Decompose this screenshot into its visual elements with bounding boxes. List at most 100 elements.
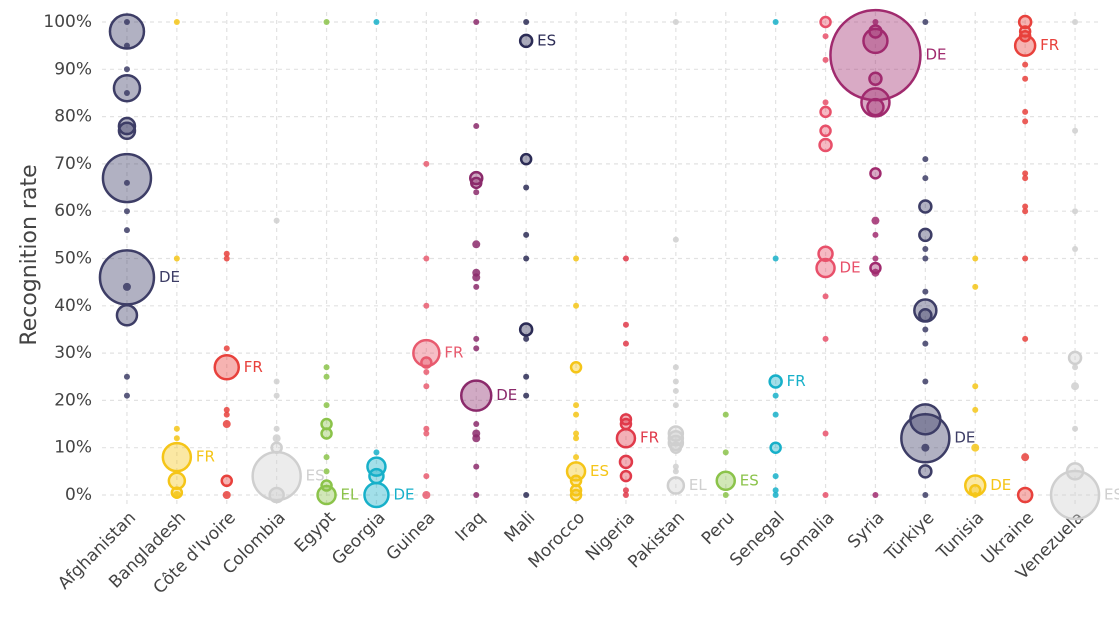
series-group xyxy=(964,255,987,498)
bubble xyxy=(972,492,979,498)
bubble xyxy=(669,441,683,454)
bubble xyxy=(1017,14,1033,30)
bubble xyxy=(123,179,130,186)
bubble xyxy=(1067,350,1083,366)
bubble xyxy=(523,255,530,262)
bubble xyxy=(472,273,481,282)
bubble xyxy=(473,19,480,25)
bubble xyxy=(818,137,833,153)
bubble xyxy=(922,340,929,347)
bubble xyxy=(772,255,779,262)
series-group xyxy=(213,250,240,499)
bubble xyxy=(921,443,930,452)
bubble xyxy=(972,283,979,290)
bubble xyxy=(123,89,130,96)
bubble xyxy=(117,116,137,136)
bubble xyxy=(473,189,480,196)
bubble xyxy=(223,411,230,418)
bubble xyxy=(470,176,483,190)
bubble xyxy=(622,255,629,262)
bubble xyxy=(523,19,530,25)
bubble xyxy=(423,160,430,167)
point-label: FR xyxy=(196,448,215,466)
bubble xyxy=(1021,453,1030,462)
bubble xyxy=(1022,208,1029,215)
point-label: DE xyxy=(990,476,1011,494)
bubble xyxy=(569,361,583,374)
y-tick-label: 90% xyxy=(54,59,92,79)
bubble xyxy=(1072,127,1079,134)
bubble xyxy=(573,435,580,442)
point-label: ES xyxy=(740,471,759,489)
bubble xyxy=(123,42,130,49)
bubble xyxy=(972,255,979,262)
series-group xyxy=(251,217,302,504)
bubble xyxy=(518,322,534,337)
bubble xyxy=(672,468,679,475)
bubble xyxy=(573,302,580,309)
bubble xyxy=(423,255,430,262)
x-tick-label: Peru xyxy=(698,508,739,549)
bubble xyxy=(829,8,922,102)
x-tick-label: Mali xyxy=(501,508,540,547)
bubble xyxy=(972,406,979,413)
bubble xyxy=(273,217,280,224)
bubble xyxy=(518,33,534,49)
bubble xyxy=(715,470,736,492)
bubble xyxy=(420,356,433,369)
bubble xyxy=(573,411,580,418)
bubble xyxy=(1022,118,1029,125)
point-label: DE xyxy=(393,486,414,504)
bubble xyxy=(819,15,832,29)
bubble xyxy=(1072,19,1079,25)
bubble xyxy=(422,491,431,499)
bubble xyxy=(1022,108,1029,115)
bubble xyxy=(922,288,929,295)
bubble xyxy=(722,411,729,418)
bubble xyxy=(815,257,836,279)
bubble xyxy=(173,19,180,25)
series-group xyxy=(98,13,156,399)
y-tick-label: 0% xyxy=(65,485,92,505)
series-group xyxy=(900,19,951,498)
bubble xyxy=(868,71,883,87)
bubble xyxy=(922,378,929,385)
bubble xyxy=(1022,170,1029,177)
bubble xyxy=(772,487,779,494)
x-tick-label: Egypt xyxy=(291,508,340,557)
bubble xyxy=(565,461,587,482)
bubble xyxy=(523,231,530,238)
bubble xyxy=(268,486,285,504)
bubble xyxy=(523,492,530,498)
bubble xyxy=(862,27,889,55)
y-tick-label: 100% xyxy=(43,12,92,32)
bubble xyxy=(1071,382,1080,391)
bubble xyxy=(173,435,180,442)
bubble xyxy=(316,484,337,506)
x-tick-label: Georgia xyxy=(328,508,389,569)
bubble xyxy=(872,492,879,498)
bubble xyxy=(222,420,231,429)
bubble xyxy=(619,417,633,431)
bubble xyxy=(1016,486,1034,504)
series-group xyxy=(1013,14,1037,504)
point-label: ES xyxy=(1104,486,1119,504)
bubble xyxy=(115,304,139,327)
bubble xyxy=(123,373,130,380)
bubble xyxy=(615,427,637,449)
series-group xyxy=(715,411,736,498)
bubble xyxy=(672,387,679,394)
bubble xyxy=(1049,469,1101,521)
x-tick-label: Syria xyxy=(844,508,889,553)
bubble xyxy=(472,434,481,443)
y-tick-label: 30% xyxy=(54,343,92,363)
bubble xyxy=(1072,425,1079,432)
bubble xyxy=(622,321,629,328)
series-group xyxy=(161,19,193,499)
bubble xyxy=(272,434,281,443)
bubble xyxy=(173,255,180,262)
series-group xyxy=(815,15,836,498)
bubble xyxy=(772,473,779,480)
y-tick-label: 40% xyxy=(54,296,92,316)
point-label: ES xyxy=(306,467,325,485)
